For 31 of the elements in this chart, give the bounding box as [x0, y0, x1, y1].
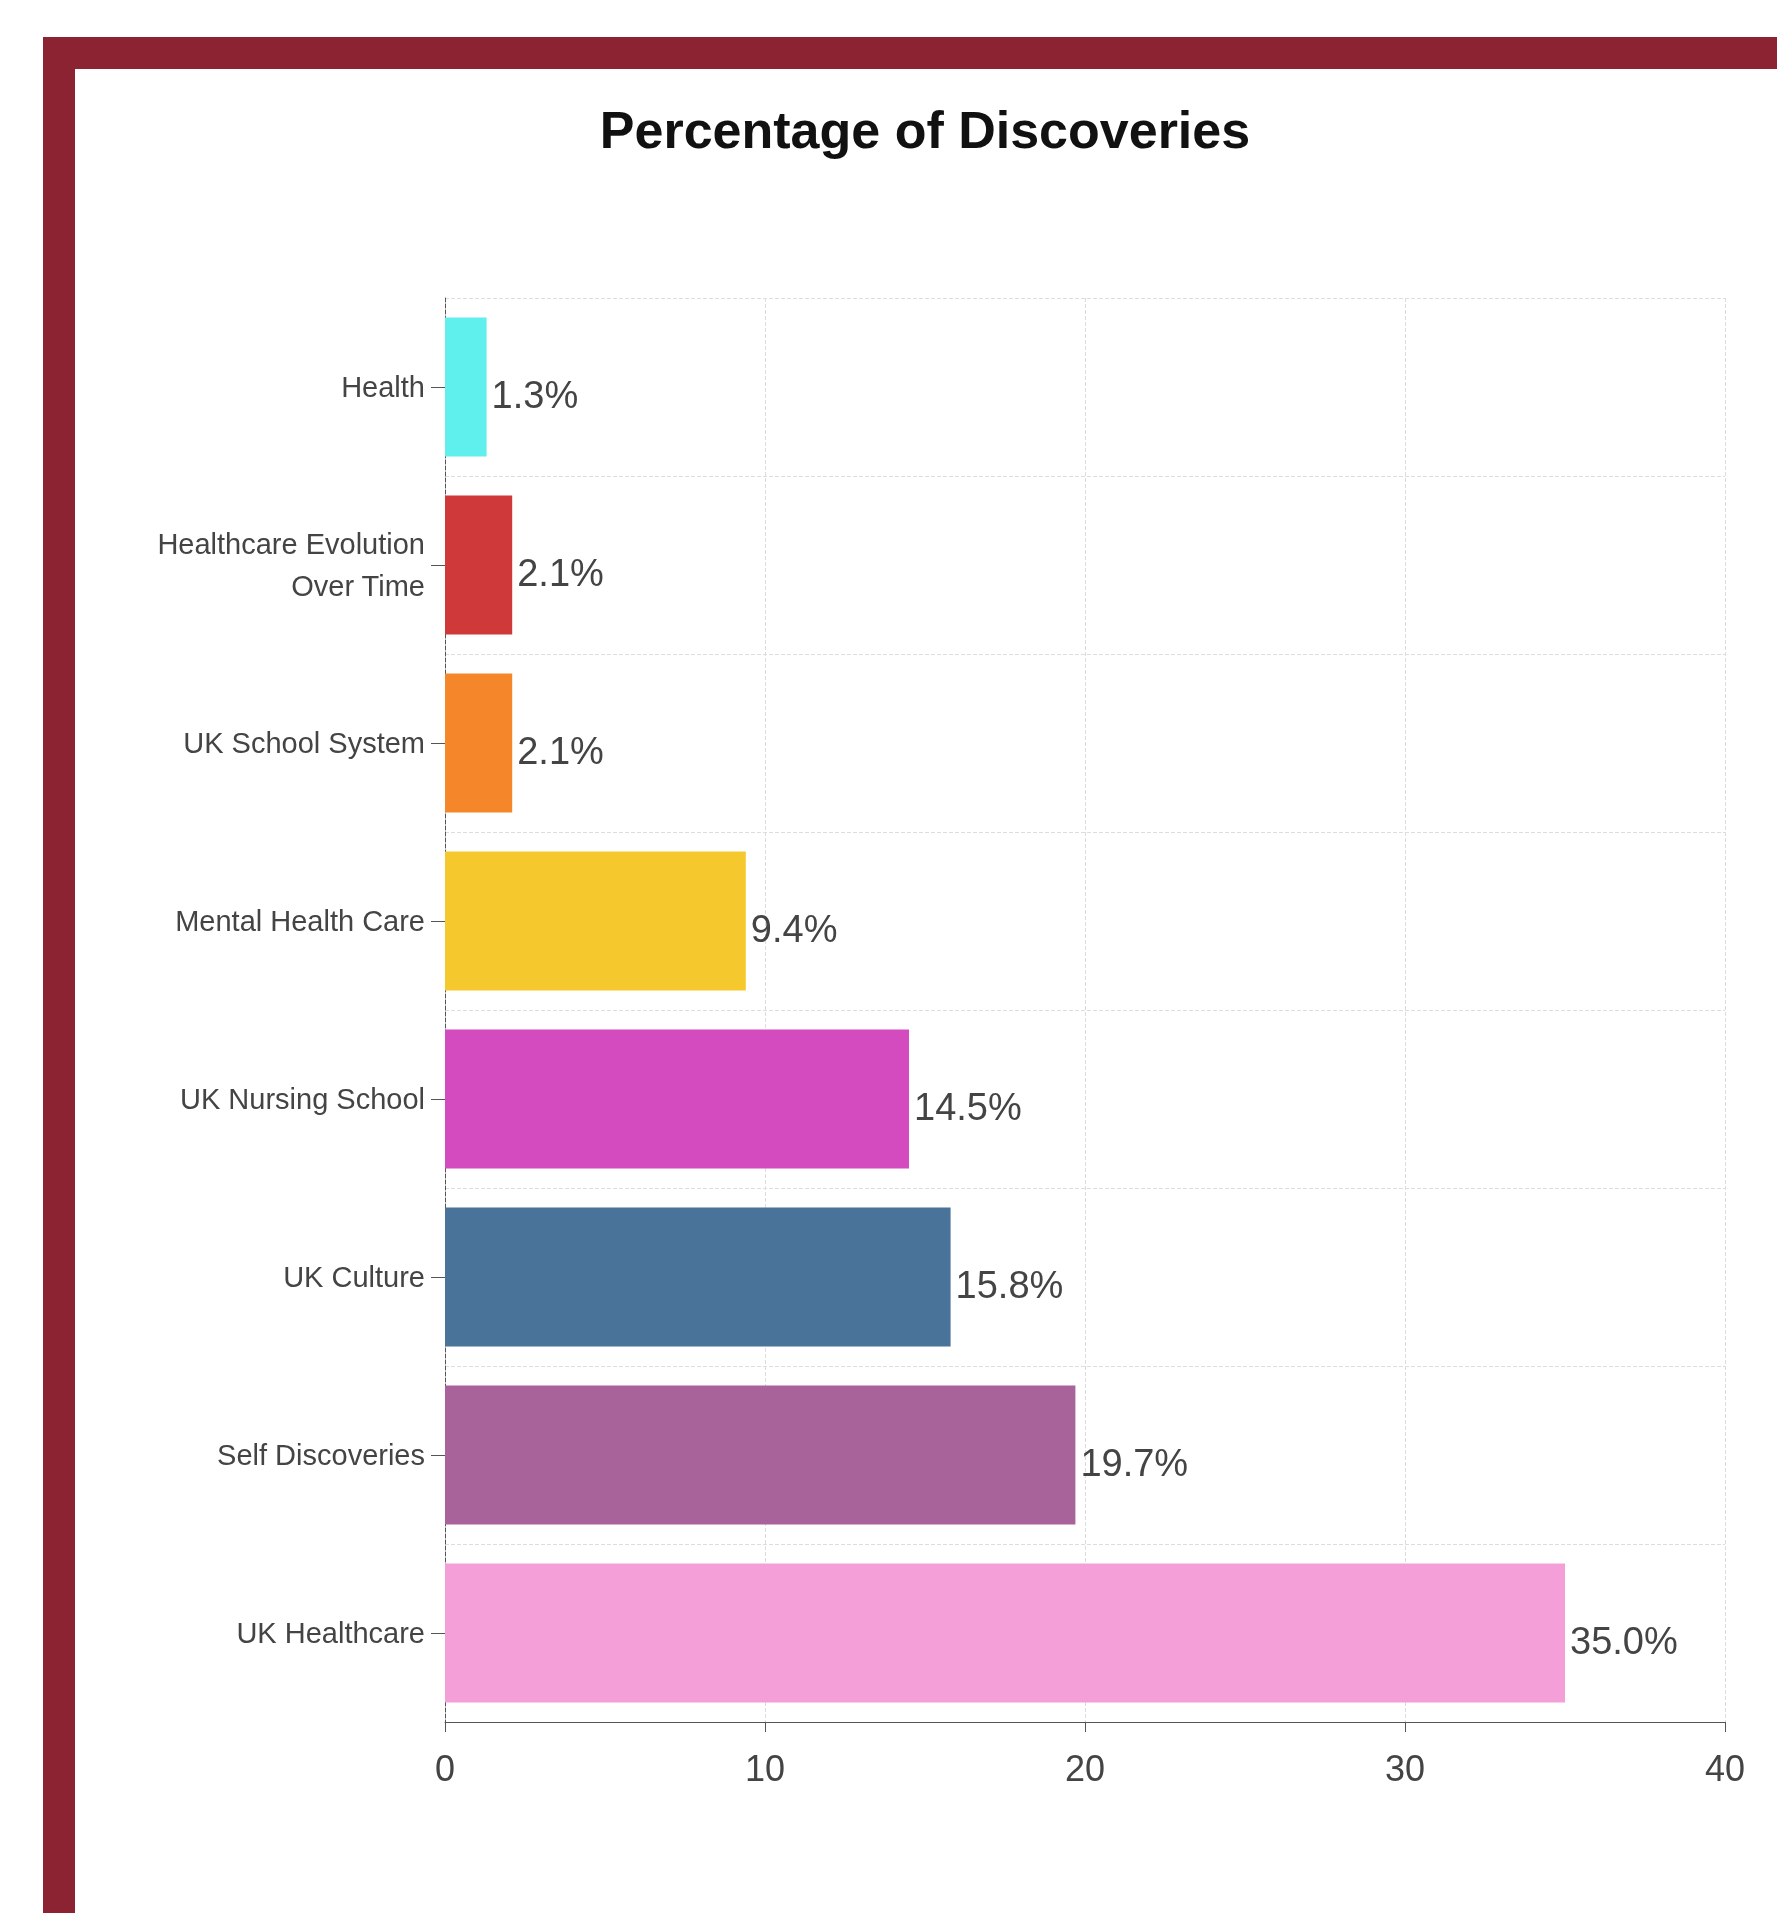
- data-label: 35.0%: [1570, 1620, 1678, 1662]
- y-tick-label: UK Healthcare: [236, 1617, 425, 1649]
- x-tick-label: 30: [1384, 1747, 1426, 1789]
- bar: [445, 673, 513, 813]
- data-label: 19.7%: [1080, 1442, 1189, 1484]
- data-label: 1.3%: [491, 374, 579, 416]
- x-tick-label: 40: [1704, 1747, 1746, 1789]
- bar: [445, 1563, 1565, 1703]
- y-tick-label: Health: [341, 371, 425, 403]
- data-label: 15.8%: [955, 1264, 1064, 1306]
- x-tick-label: 0: [434, 1747, 456, 1789]
- data-label: 14.5%: [914, 1086, 1022, 1128]
- picture-frame: Health Healthcare Evolution Over Time UK School System Mental Health Care UK Nursing School UK Culture Self Discoveries UK Healthcare 0 10 20 30 40 1.3% 2.1% 2.1% 9.4% 14.5% 15.8% 19.7% 35.0% Percentage of Discoveries: [43, 37, 1777, 1913]
- bar: [445, 851, 746, 991]
- y-tick-label: UK Nursing School: [180, 1083, 425, 1115]
- y-tick-label: UK School System: [183, 727, 425, 759]
- bar: [445, 317, 487, 457]
- x-tick-label: 20: [1064, 1747, 1106, 1789]
- data-label: 2.1%: [517, 552, 604, 594]
- y-tick-label: UK Culture: [283, 1261, 425, 1293]
- y-tick-label: Healthcare Evolution Over Time: [157, 528, 425, 602]
- data-label: 2.1%: [517, 730, 604, 772]
- bar: [445, 495, 513, 635]
- data-label: 9.4%: [750, 908, 838, 950]
- y-tick-label: Self Discoveries: [217, 1439, 425, 1471]
- x-tick-label: 10: [744, 1747, 786, 1789]
- chart-title: Percentage of Discoveries: [599, 101, 1251, 159]
- bar: [445, 1029, 909, 1169]
- bar: [445, 1207, 951, 1347]
- y-tick-label: Mental Health Care: [175, 905, 425, 937]
- bar: [445, 1385, 1076, 1525]
